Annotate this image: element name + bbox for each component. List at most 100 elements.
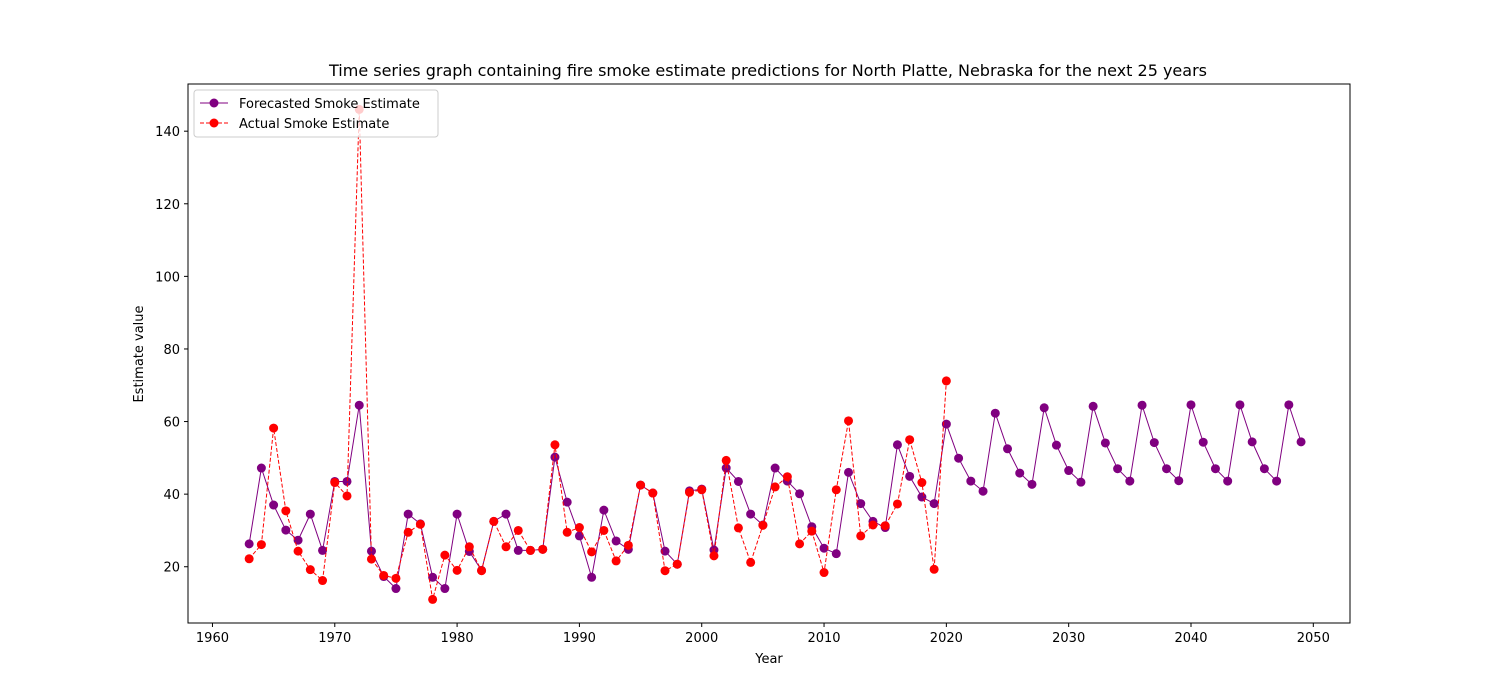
data-point-actual xyxy=(538,544,548,554)
data-point-forecast xyxy=(905,471,915,481)
data-point-forecast xyxy=(1284,400,1294,410)
data-point-actual xyxy=(672,559,682,569)
x-tick-label: 2000 xyxy=(685,631,718,646)
data-point-forecast xyxy=(391,584,401,594)
data-point-actual xyxy=(648,488,658,498)
data-point-forecast xyxy=(770,463,780,473)
data-point-actual xyxy=(709,551,719,561)
data-point-forecast xyxy=(256,463,266,473)
data-point-actual xyxy=(366,554,376,564)
data-point-actual xyxy=(256,540,266,550)
x-tick-label: 1970 xyxy=(318,631,351,646)
x-axis-label: Year xyxy=(754,652,783,667)
x-tick-label: 2030 xyxy=(1052,631,1085,646)
data-point-forecast xyxy=(1162,464,1172,474)
data-point-forecast xyxy=(844,467,854,477)
data-point-actual xyxy=(905,435,915,445)
data-point-actual xyxy=(415,519,425,529)
data-point-actual xyxy=(293,546,303,556)
data-point-actual xyxy=(440,550,450,560)
data-point-actual xyxy=(342,491,352,501)
data-point-actual xyxy=(562,527,572,537)
x-tick-label: 2020 xyxy=(930,631,963,646)
data-point-actual xyxy=(599,525,609,535)
data-point-actual xyxy=(623,540,633,550)
x-tick-label: 2010 xyxy=(807,631,840,646)
data-point-forecast xyxy=(599,505,609,515)
data-point-actual xyxy=(941,376,951,386)
data-point-actual xyxy=(684,487,694,497)
data-point-forecast xyxy=(1149,438,1159,448)
y-tick-label: 100 xyxy=(155,270,180,285)
data-point-actual xyxy=(318,576,328,586)
data-point-actual xyxy=(770,482,780,492)
data-point-forecast xyxy=(917,492,927,502)
data-point-forecast xyxy=(281,525,291,535)
data-point-forecast xyxy=(1223,476,1233,486)
data-point-forecast xyxy=(513,545,523,555)
data-point-forecast xyxy=(342,476,352,486)
y-tick-label: 20 xyxy=(163,561,180,576)
data-point-forecast xyxy=(1113,464,1123,474)
data-point-forecast xyxy=(1137,400,1147,410)
data-point-actual xyxy=(489,516,499,526)
data-point-forecast xyxy=(990,408,1000,418)
legend-frame xyxy=(193,89,439,138)
data-point-forecast xyxy=(611,536,621,546)
data-point-forecast xyxy=(1186,400,1196,410)
data-point-forecast xyxy=(929,499,939,509)
series-layer xyxy=(244,104,1306,604)
x-axis: 1960 1970 1980 1990 2000 2010 2020 2030 2040 2050 xyxy=(196,623,1330,646)
data-point-actual xyxy=(452,565,462,575)
data-point-actual xyxy=(428,594,438,604)
data-point-actual xyxy=(782,472,792,482)
data-point-forecast xyxy=(1296,437,1306,447)
data-point-actual xyxy=(660,566,670,576)
data-point-actual xyxy=(244,554,254,564)
data-point-forecast xyxy=(550,452,560,462)
data-point-actual xyxy=(391,573,401,583)
data-point-actual xyxy=(929,564,939,574)
data-point-actual xyxy=(330,478,340,488)
data-point-forecast xyxy=(1272,476,1282,486)
y-tick-label: 40 xyxy=(163,488,180,503)
data-point-actual xyxy=(856,531,866,541)
data-point-actual xyxy=(844,416,854,426)
x-tick-label: 2040 xyxy=(1174,631,1207,646)
data-point-forecast xyxy=(1076,477,1086,487)
data-point-forecast xyxy=(1064,466,1074,476)
data-point-forecast xyxy=(966,476,976,486)
data-point-forecast xyxy=(1259,464,1269,474)
data-point-forecast xyxy=(1125,476,1135,486)
legend-label-actual: Actual Smoke Estimate xyxy=(239,117,389,132)
data-point-actual xyxy=(513,525,523,535)
data-point-actual xyxy=(892,499,902,509)
legend: Forecasted Smoke Estimate Actual Smoke E… xyxy=(193,89,439,138)
series-line-forecast xyxy=(248,404,1302,590)
data-point-forecast xyxy=(587,572,597,582)
data-point-forecast xyxy=(746,509,756,519)
data-point-forecast xyxy=(562,497,572,507)
data-point-forecast xyxy=(501,509,511,519)
data-point-actual xyxy=(477,566,487,576)
data-point-forecast xyxy=(831,549,841,559)
data-point-actual xyxy=(819,568,829,578)
data-point-actual xyxy=(525,545,535,555)
data-point-forecast xyxy=(954,453,964,463)
data-point-forecast xyxy=(1235,400,1245,410)
x-tick-label: 1990 xyxy=(563,631,596,646)
data-point-forecast xyxy=(354,400,364,410)
data-point-actual xyxy=(831,485,841,495)
data-point-actual xyxy=(697,485,707,495)
data-point-forecast xyxy=(293,535,303,545)
data-point-forecast xyxy=(795,489,805,499)
y-axis: 20 40 60 80 100 120 140 xyxy=(155,125,188,576)
x-tick-label: 1960 xyxy=(196,631,229,646)
plot-area xyxy=(187,83,1351,624)
y-axis-label: Estimate value xyxy=(132,305,147,402)
data-point-actual xyxy=(795,539,805,549)
data-point-actual xyxy=(281,506,291,516)
series-line-actual xyxy=(248,109,947,600)
data-point-forecast xyxy=(305,509,315,519)
data-point-forecast xyxy=(1210,464,1220,474)
